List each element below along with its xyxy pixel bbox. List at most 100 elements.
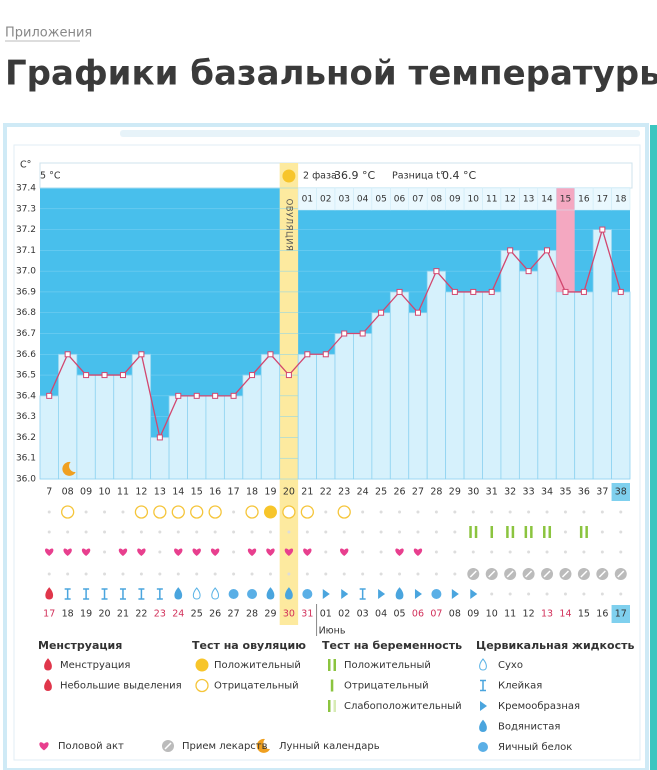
preg-weak — [328, 700, 331, 712]
empty-dot — [324, 510, 328, 514]
date-label: 06 — [412, 609, 424, 620]
med-stripe — [469, 570, 477, 578]
empty-dot — [563, 592, 567, 596]
drop-icon — [211, 587, 220, 600]
preg-pos — [474, 526, 478, 538]
cream-icon — [414, 589, 422, 599]
sticky-icon — [101, 588, 108, 600]
phase-day: 14 — [541, 195, 553, 205]
cream-icon — [480, 701, 487, 711]
empty-dot — [379, 530, 383, 534]
legend-group-title: Цервикальная жидкость — [476, 639, 634, 652]
temp-bar — [371, 312, 391, 480]
temp-bar — [426, 270, 447, 480]
temp-marker — [433, 268, 440, 275]
y-tick-label: 36.8 — [16, 308, 36, 318]
scrollbar[interactable] — [120, 130, 640, 137]
empty-dot — [361, 510, 365, 514]
cream-icon — [451, 589, 459, 599]
empty-dot — [471, 550, 475, 554]
x-tick-label: 24 — [357, 487, 369, 498]
date-label: 18 — [62, 609, 74, 620]
phase-day: 06 — [394, 195, 406, 205]
temp-marker — [470, 288, 477, 295]
y-tick-label: 36.3 — [16, 412, 36, 422]
empty-dot — [453, 530, 457, 534]
empty-dot — [324, 572, 328, 576]
date-label: 11 — [504, 609, 516, 620]
side-bar — [650, 125, 657, 770]
temp-bar — [223, 395, 244, 480]
drop-icon — [479, 719, 487, 733]
x-tick-label: 19 — [264, 487, 276, 498]
temp-bar — [168, 395, 188, 480]
med-stripe — [525, 570, 533, 578]
empty-dot — [563, 530, 567, 534]
x-tick-label: 38 — [615, 487, 627, 498]
y-tick-label: 36.7 — [16, 329, 36, 339]
empty-dot — [84, 510, 88, 514]
y-tick-label: 36.1 — [16, 454, 36, 464]
temp-marker — [414, 309, 421, 316]
temp-marker — [396, 288, 403, 295]
empty-dot — [434, 510, 438, 514]
empty-dot — [103, 572, 107, 576]
empty-dot — [305, 530, 309, 534]
empty-dot — [324, 550, 328, 554]
temp-marker — [285, 372, 292, 379]
heart-icon — [413, 548, 423, 556]
phase2-label: 2 фаза — [303, 171, 337, 182]
empty-dot — [527, 592, 531, 596]
egg-icon — [228, 589, 239, 599]
drop-icon — [395, 587, 404, 600]
temp-bar — [187, 395, 207, 480]
empty-dot — [619, 510, 623, 514]
empty-dot — [416, 510, 420, 514]
empty-dot — [508, 592, 512, 596]
cream-icon — [322, 589, 330, 599]
med-stripe — [580, 570, 588, 578]
ovtest-neg — [61, 505, 75, 519]
temp-bar — [150, 437, 170, 480]
legend-item: Лунный календарь — [279, 741, 380, 752]
temp-marker — [46, 392, 53, 399]
date-label: 25 — [191, 609, 203, 620]
breadcrumb[interactable]: Приложения — [5, 26, 92, 41]
empty-dot — [232, 530, 236, 534]
sticky-icon — [359, 588, 366, 600]
heart-icon — [137, 548, 146, 556]
ovtest-neg — [282, 505, 296, 519]
preg-pos — [585, 526, 588, 538]
empty-dot — [103, 530, 107, 534]
med-stripe — [164, 742, 172, 750]
temp-bar — [518, 270, 539, 480]
date-label: 24 — [172, 609, 184, 620]
legend-group-title: Тест на беременность — [322, 639, 462, 652]
legend-item: Водянистая — [498, 722, 560, 733]
temp-marker — [378, 309, 385, 316]
ovtest-neg — [195, 678, 209, 693]
x-tick-label: 33 — [523, 487, 535, 498]
phase-day: 01 — [302, 195, 313, 205]
page-title: Графики базальной температуры — [5, 54, 657, 94]
drop-icon — [285, 587, 293, 600]
empty-dot — [563, 510, 567, 514]
phase1-temp: 5 °C — [40, 171, 61, 182]
empty-dot — [195, 572, 199, 576]
temp-marker — [101, 372, 108, 379]
current-day-cell — [611, 605, 630, 623]
legend-item: Прием лекарств — [182, 741, 268, 752]
empty-dot — [600, 510, 604, 514]
temp-bar — [94, 374, 115, 480]
temp-bar — [58, 353, 78, 480]
empty-dot — [121, 530, 125, 534]
preg-neg — [330, 679, 334, 692]
sticky-icon — [138, 588, 145, 600]
empty-dot — [398, 530, 402, 534]
empty-dot — [619, 592, 623, 596]
date-label: 15 — [578, 609, 590, 620]
y-tick-label: 37.1 — [16, 246, 36, 256]
empty-dot — [563, 550, 567, 554]
empty-dot — [379, 572, 383, 576]
